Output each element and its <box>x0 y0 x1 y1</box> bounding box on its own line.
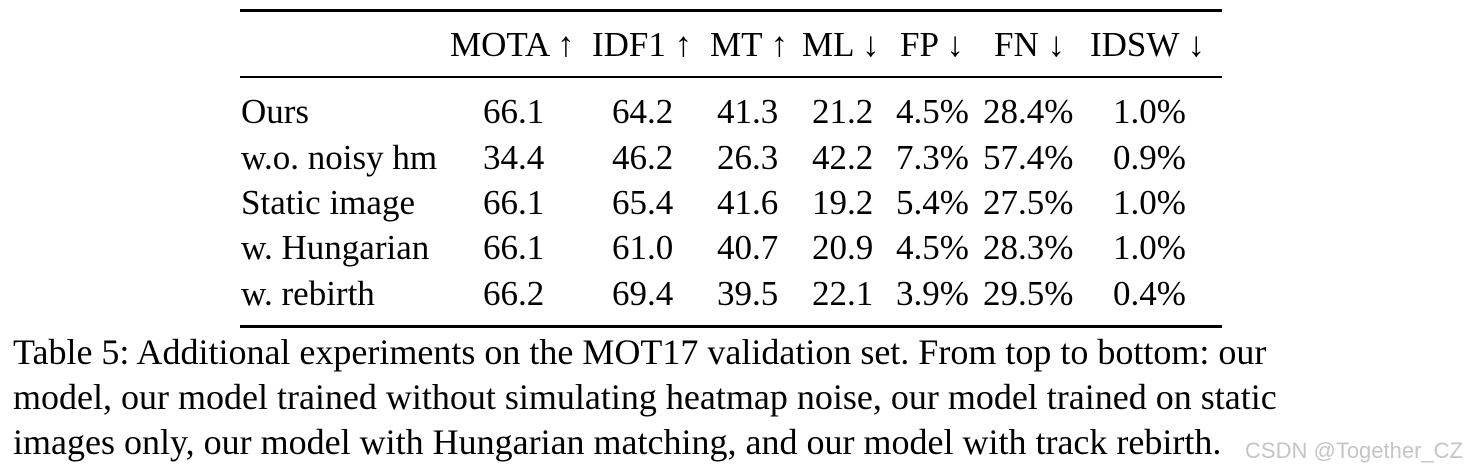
cell-ml: 20.9 <box>812 228 874 267</box>
cell-mota: 66.1 <box>483 228 545 267</box>
cell-fp: 5.4% <box>896 183 969 222</box>
cell-idf1: 69.4 <box>612 274 674 313</box>
cell-mt: 41.3 <box>717 92 779 131</box>
cell-fn: 29.5% <box>983 274 1074 313</box>
row-label: w.o. noisy hm <box>241 138 438 177</box>
cell-fp: 4.5% <box>896 92 969 131</box>
cell-fn: 28.4% <box>983 92 1074 131</box>
header-fp: FP ↓ <box>900 25 964 64</box>
cell-idsw: 0.9% <box>1113 138 1186 177</box>
table-bottom-rule <box>240 325 1222 328</box>
row-label: w. Hungarian <box>241 228 430 267</box>
cell-idf1: 61.0 <box>612 228 674 267</box>
caption-line: Table 5: Additional experiments on the M… <box>13 332 1267 372</box>
cell-fn: 28.3% <box>983 228 1074 267</box>
cell-mt: 39.5 <box>717 274 779 313</box>
header-mota: MOTA ↑ <box>450 25 575 64</box>
cell-ml: 42.2 <box>812 138 874 177</box>
cell-idf1: 65.4 <box>612 183 674 222</box>
caption-line: model, our model trained without simulat… <box>13 377 1277 417</box>
cell-fn: 57.4% <box>983 138 1074 177</box>
header-ml: ML ↓ <box>802 25 880 64</box>
cell-fn: 27.5% <box>983 183 1074 222</box>
cell-idf1: 46.2 <box>612 138 674 177</box>
cell-idsw: 1.0% <box>1113 228 1186 267</box>
cell-mota: 66.1 <box>483 92 545 131</box>
header-mt: MT ↑ <box>710 25 789 64</box>
cell-mota: 66.1 <box>483 183 545 222</box>
cell-ml: 21.2 <box>812 92 874 131</box>
header-fn: FN ↓ <box>994 25 1065 64</box>
cell-mt: 41.6 <box>717 183 779 222</box>
cell-mt: 26.3 <box>717 138 779 177</box>
cell-ml: 22.1 <box>812 274 874 313</box>
caption-line: images only, our model with Hungarian ma… <box>13 422 1222 462</box>
cell-fp: 3.9% <box>896 274 969 313</box>
header-idsw: IDSW ↓ <box>1090 25 1206 64</box>
row-label: Ours <box>241 92 310 131</box>
table-top-rule <box>240 9 1222 12</box>
cell-idf1: 64.2 <box>612 92 674 131</box>
cell-idsw: 1.0% <box>1113 183 1186 222</box>
cell-mt: 40.7 <box>717 228 779 267</box>
cell-mota: 66.2 <box>483 274 545 313</box>
watermark: CSDN @Together_CZ <box>1245 438 1463 463</box>
table-header-rule <box>240 76 1222 78</box>
cell-mota: 34.4 <box>483 138 545 177</box>
cell-idsw: 1.0% <box>1113 92 1186 131</box>
cell-fp: 4.5% <box>896 228 969 267</box>
cell-ml: 19.2 <box>812 183 874 222</box>
cell-fp: 7.3% <box>896 138 969 177</box>
row-label: w. rebirth <box>241 274 375 313</box>
table-caption: Table 5: Additional experiments on the M… <box>13 330 1463 465</box>
row-label: Static image <box>241 183 415 222</box>
cell-idsw: 0.4% <box>1113 274 1186 313</box>
header-idf1: IDF1 ↑ <box>592 25 693 64</box>
